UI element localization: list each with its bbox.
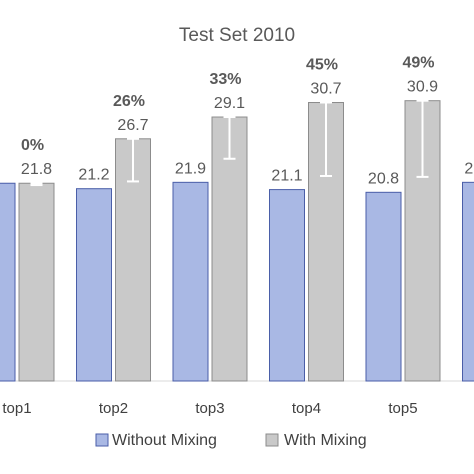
value-label-without-top4: 21.1 <box>271 168 302 185</box>
x-tick-top4: top4 <box>292 400 321 417</box>
value-label-without-top6: 21.9 <box>464 160 474 177</box>
bars-group <box>0 99 474 382</box>
value-label-without-top3: 21.9 <box>175 160 206 177</box>
bar-without-mixing-top4 <box>269 189 305 382</box>
bar-with-mixing-top3 <box>211 116 248 382</box>
value-label-with-top2: 26.7 <box>117 117 148 134</box>
legend-swatch-with-mixing <box>265 433 279 447</box>
bar-without-mixing-top5 <box>365 191 402 382</box>
x-tick-top5: top5 <box>388 400 417 417</box>
x-tick-top2: top2 <box>99 400 128 417</box>
value-label-without-top2: 21.2 <box>78 167 109 184</box>
bar-with-mixing-top1 <box>18 182 55 382</box>
x-tick-labels: top1top2top3top4top5top6 <box>2 400 417 417</box>
value-label-with-top1: 21.8 <box>21 161 52 178</box>
bar-without-mixing-top6 <box>462 181 474 382</box>
legend-swatch-without-mixing <box>95 433 109 447</box>
improvement-label-top1: 0% <box>21 137 44 154</box>
bar-without-mixing-top3 <box>172 181 209 382</box>
value-label-with-top3: 29.1 <box>214 95 245 112</box>
legend-label-with-mixing: With Mixing <box>284 432 367 449</box>
chart-title: Test Set 2010 <box>179 25 295 46</box>
bar-without-mixing-top1 <box>0 182 16 382</box>
x-tick-top1: top1 <box>2 400 31 417</box>
improvement-label-top3: 33% <box>209 71 241 88</box>
improvement-label-top2: 26% <box>113 93 145 110</box>
value-label-with-top4: 30.7 <box>310 81 341 98</box>
bar-with-mixing-top4 <box>308 102 344 382</box>
x-tick-top3: top3 <box>195 400 224 417</box>
bar-without-mixing-top2 <box>76 188 112 382</box>
improvement-label-top4: 45% <box>306 57 338 74</box>
legend: Without Mixing With Mixing <box>95 432 367 449</box>
legend-label-without-mixing: Without Mixing <box>112 432 217 449</box>
value-label-without-top5: 20.8 <box>368 170 399 187</box>
improvement-label-top5: 49% <box>402 55 434 72</box>
labels-group: 21.8 0% 21.2 26.7 26% 21.9 29.1 33% 21.1 30.7 45% 2… <box>21 55 474 188</box>
value-label-with-top5: 30.9 <box>407 79 438 96</box>
